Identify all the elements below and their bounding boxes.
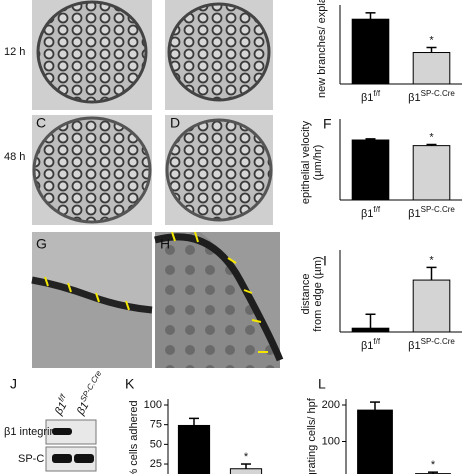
- micrograph: [32, 115, 152, 225]
- bar: [351, 18, 390, 85]
- bar: [351, 139, 390, 201]
- blot-row-label: β1 integrin: [4, 426, 56, 438]
- label-sup: f/f: [373, 205, 380, 214]
- significance-marker: *: [431, 459, 436, 471]
- label-sup: f/f: [373, 89, 380, 98]
- row-label: 48 h: [4, 151, 25, 163]
- category-label: β1SP-C.Cre: [408, 337, 455, 352]
- panel-letter: I: [323, 253, 327, 269]
- y-tick-label: 25: [150, 458, 162, 470]
- significance-marker: *: [429, 254, 434, 266]
- y-tick-label: 75: [150, 419, 162, 431]
- row-label: 12 h: [4, 46, 25, 58]
- label-sup: SP-C.Cre: [421, 89, 456, 98]
- blot-row-label: SP-C: [18, 453, 44, 465]
- bar: [357, 409, 393, 474]
- category-label: β1f/f: [50, 392, 73, 417]
- label-base: β1: [408, 208, 420, 220]
- panel-letter: G: [36, 236, 47, 252]
- micrograph: [31, 232, 153, 368]
- micrograph: [154, 231, 284, 368]
- label-base: β1: [52, 400, 69, 418]
- significance-marker: *: [429, 34, 434, 46]
- label-base: β1: [361, 92, 373, 104]
- category-label: β1f/f: [361, 337, 381, 352]
- y-tick-label: 100: [322, 435, 340, 447]
- bar: [412, 145, 451, 201]
- y-axis-label: % cells adhered: [128, 400, 140, 474]
- y-axis-label: igrating cells/ hpf: [306, 397, 318, 474]
- bar: [351, 327, 390, 333]
- panel-letter: C: [36, 115, 46, 131]
- panel-letter: D: [170, 115, 180, 131]
- label-sup: SP-C.Cre: [421, 205, 456, 214]
- bar: [412, 52, 451, 85]
- panel-letter: H: [160, 236, 170, 252]
- y-axis-label: from edge (µm): [312, 256, 324, 331]
- label-base: β1: [408, 92, 420, 104]
- bar: [229, 468, 263, 474]
- y-axis-label: new branches/ expla: [316, 0, 328, 98]
- panel-letter: L: [318, 376, 326, 392]
- y-tick-label: 200: [322, 399, 340, 411]
- label-sup: f/f: [373, 337, 380, 346]
- bar: [177, 424, 211, 474]
- blot: [45, 419, 97, 472]
- category-label: β1SP-C.Cre: [408, 89, 455, 104]
- label-base: β1: [361, 340, 373, 352]
- bar: [412, 279, 451, 333]
- y-axis-label: (µm/hr): [312, 145, 324, 181]
- significance-marker: *: [244, 451, 249, 463]
- y-tick-label: 100: [144, 399, 162, 411]
- y-tick-label: 50: [150, 438, 162, 450]
- label-sup: f/f: [57, 392, 69, 403]
- label-base: β1: [74, 400, 91, 418]
- category-label: β1f/f: [361, 205, 381, 220]
- category-label: β1SP-C.Cre: [72, 369, 109, 418]
- panel-letter: J: [10, 376, 17, 392]
- label-base: β1: [408, 340, 420, 352]
- label-sup: SP-C.Cre: [79, 369, 104, 404]
- micrograph: [165, 0, 273, 110]
- label-base: β1: [361, 208, 373, 220]
- label-sup: SP-C.Cre: [421, 337, 456, 346]
- y-axis-label: distance: [300, 274, 312, 315]
- category-label: β1SP-C.Cre: [408, 205, 455, 220]
- micrograph: [165, 115, 273, 225]
- category-label: β1f/f: [361, 89, 381, 104]
- micrograph: [32, 0, 152, 110]
- significance-marker: *: [429, 131, 434, 143]
- panel-letter: F: [323, 116, 332, 132]
- y-axis-label: epithelial velocity: [300, 120, 312, 204]
- panel-letter: K: [125, 376, 135, 392]
